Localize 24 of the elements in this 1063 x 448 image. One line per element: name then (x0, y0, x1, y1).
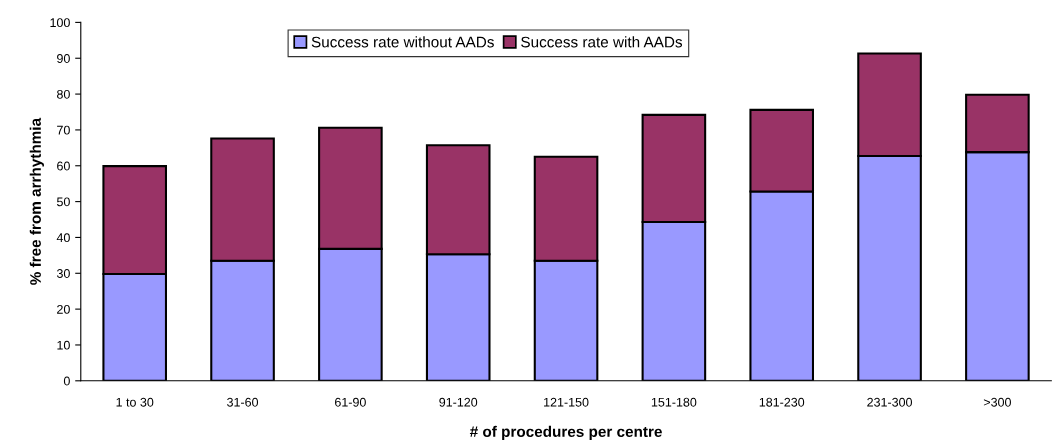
legend-label: Success rate without AADs (311, 36, 494, 48)
x-tick-label: 31-60 (227, 397, 259, 407)
x-tick-label: 231-300 (867, 397, 912, 407)
y-tick-label: 40 (56, 233, 70, 243)
x-tick-label: >300 (983, 397, 1011, 407)
y-tick-label: 90 (57, 54, 70, 63)
x-tick-label: 61-90 (335, 397, 366, 407)
y-tick-label: 60 (57, 161, 70, 171)
y-tick-label: 100 (50, 18, 70, 28)
y-tick-label: 50 (56, 197, 70, 207)
x-tick-label: 91-120 (439, 397, 478, 407)
x-tick-label: 151-180 (651, 397, 697, 407)
x-tick-label: 121-150 (544, 397, 589, 407)
y-tick-label: 0 (63, 376, 70, 386)
legend-label: Success rate with AADs (521, 36, 683, 48)
x-tick-label: 1 to 30 (116, 397, 154, 407)
x-axis-title: # of procedures per centre (469, 425, 662, 441)
y-tick-label: 30 (56, 269, 70, 278)
y-axis-title: % free from arrhythmia (29, 117, 44, 285)
y-tick-label: 80 (57, 89, 70, 99)
y-tick-label: 70 (57, 125, 70, 135)
y-tick-label: 20 (57, 304, 70, 314)
y-tick-label: 10 (57, 340, 70, 350)
x-tick-label: 181-230 (759, 397, 805, 407)
